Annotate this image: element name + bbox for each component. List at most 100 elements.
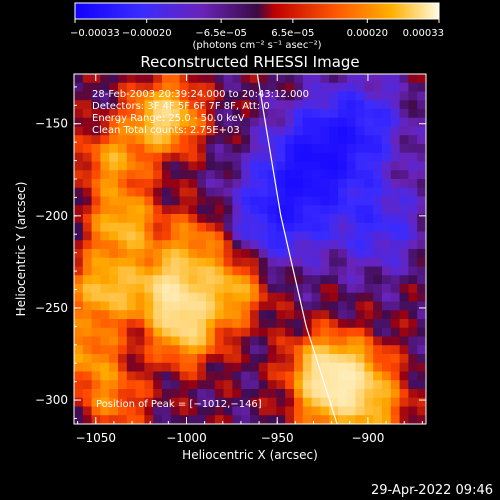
heatmap-cell	[364, 82, 374, 92]
heatmap-cell	[118, 74, 128, 84]
heatmap-cell	[144, 240, 154, 250]
heatmap-cell	[74, 336, 84, 346]
heatmap-cell	[214, 91, 224, 101]
heatmap-cell	[170, 310, 180, 320]
heatmap-cell	[135, 389, 145, 399]
heatmap-cell	[408, 170, 418, 180]
heatmap-cell	[338, 117, 348, 127]
heatmap-cell	[285, 310, 295, 320]
heatmap-cell	[170, 292, 180, 302]
heatmap-cell	[276, 117, 286, 127]
heatmap-cell	[417, 257, 426, 267]
heatmap-cell	[390, 380, 400, 390]
heatmap-cell	[91, 82, 101, 92]
heatmap-cell	[197, 117, 207, 127]
heatmap-cell	[188, 249, 198, 259]
heatmap-cell	[294, 389, 304, 399]
heatmap-cell	[109, 196, 119, 206]
heatmap-cell	[126, 214, 136, 224]
heatmap-cell	[408, 152, 418, 162]
heatmap-cell	[170, 389, 180, 399]
heatmap-cell	[250, 266, 260, 276]
heatmap-cell	[179, 126, 189, 136]
heatmap-cell	[144, 380, 154, 390]
heatmap-cell	[74, 319, 84, 329]
colorbar-tick-label: 0.00033	[403, 28, 444, 39]
heatmap-cell	[417, 345, 426, 355]
heatmap-cell	[144, 301, 154, 311]
heatmap-cell	[382, 292, 392, 302]
heatmap-cell	[109, 82, 119, 92]
heatmap-cell	[329, 109, 339, 119]
heatmap-cell	[91, 152, 101, 162]
heatmap-cell	[153, 301, 163, 311]
heatmap-cell	[241, 362, 251, 372]
heatmap-cell	[320, 82, 330, 92]
heatmap-cell	[135, 222, 145, 232]
heatmap-cell	[338, 249, 348, 259]
heatmap-cell	[285, 266, 295, 276]
heatmap-cell	[355, 240, 365, 250]
heatmap-cell	[373, 135, 383, 145]
heatmap-cell	[153, 415, 163, 424]
plot-frame	[73, 73, 427, 425]
heatmap-cell	[144, 362, 154, 372]
heatmap-cell	[364, 152, 374, 162]
heatmap-cell	[188, 301, 198, 311]
heatmap-cell	[126, 74, 136, 84]
heatmap-cell	[206, 257, 216, 267]
heatmap-cell	[258, 170, 268, 180]
heatmap-cell	[109, 144, 119, 154]
heatmap-cell	[126, 310, 136, 320]
heatmap-cell	[118, 179, 128, 189]
heatmap-cell	[241, 222, 251, 232]
heatmap-cell	[417, 397, 426, 407]
heatmap-cell	[250, 74, 260, 84]
heatmap-cell	[91, 389, 101, 399]
heatmap-cell	[126, 152, 136, 162]
heatmap-cell	[82, 319, 92, 329]
heatmap-cell	[188, 354, 198, 364]
heatmap-cell	[258, 415, 268, 424]
heatmap-cell	[126, 240, 136, 250]
heatmap-cell	[170, 266, 180, 276]
heatmap-cell	[118, 319, 128, 329]
heatmap-cell	[162, 336, 172, 346]
heatmap-cell	[74, 380, 84, 390]
heatmap-cell	[267, 179, 277, 189]
heatmap-cell	[232, 161, 242, 171]
heatmap-cell	[179, 214, 189, 224]
heatmap-cell	[382, 222, 392, 232]
heatmap-cell	[206, 301, 216, 311]
heatmap-cell	[135, 109, 145, 119]
heatmap-cell	[179, 257, 189, 267]
heatmap-cell	[311, 187, 321, 197]
heatmap-cell	[338, 205, 348, 215]
heatmap-cell	[82, 371, 92, 381]
heatmap-cell	[250, 179, 260, 189]
heatmap-cell	[408, 196, 418, 206]
heatmap-cell	[109, 292, 119, 302]
heatmap-cell	[302, 240, 312, 250]
heatmap-cell	[408, 214, 418, 224]
heatmap-cell	[109, 266, 119, 276]
heatmap-cell	[320, 257, 330, 267]
heatmap-cell	[109, 179, 119, 189]
heatmap-cell	[118, 205, 128, 215]
heatmap-cell	[267, 354, 277, 364]
heatmap-cell	[364, 100, 374, 110]
heatmap-cell	[135, 362, 145, 372]
heatmap-cell	[311, 389, 321, 399]
heatmap-cell	[82, 196, 92, 206]
heatmap-cell	[118, 275, 128, 285]
heatmap-cell	[91, 362, 101, 372]
heatmap-cell	[311, 240, 321, 250]
heatmap-cell	[417, 179, 426, 189]
heatmap-cell	[100, 371, 110, 381]
heatmap-cell	[179, 354, 189, 364]
heatmap-cell	[417, 249, 426, 259]
heatmap-cell	[126, 284, 136, 294]
heatmap-cell	[294, 196, 304, 206]
heatmap-cell	[91, 406, 101, 416]
heatmap-cell	[153, 292, 163, 302]
